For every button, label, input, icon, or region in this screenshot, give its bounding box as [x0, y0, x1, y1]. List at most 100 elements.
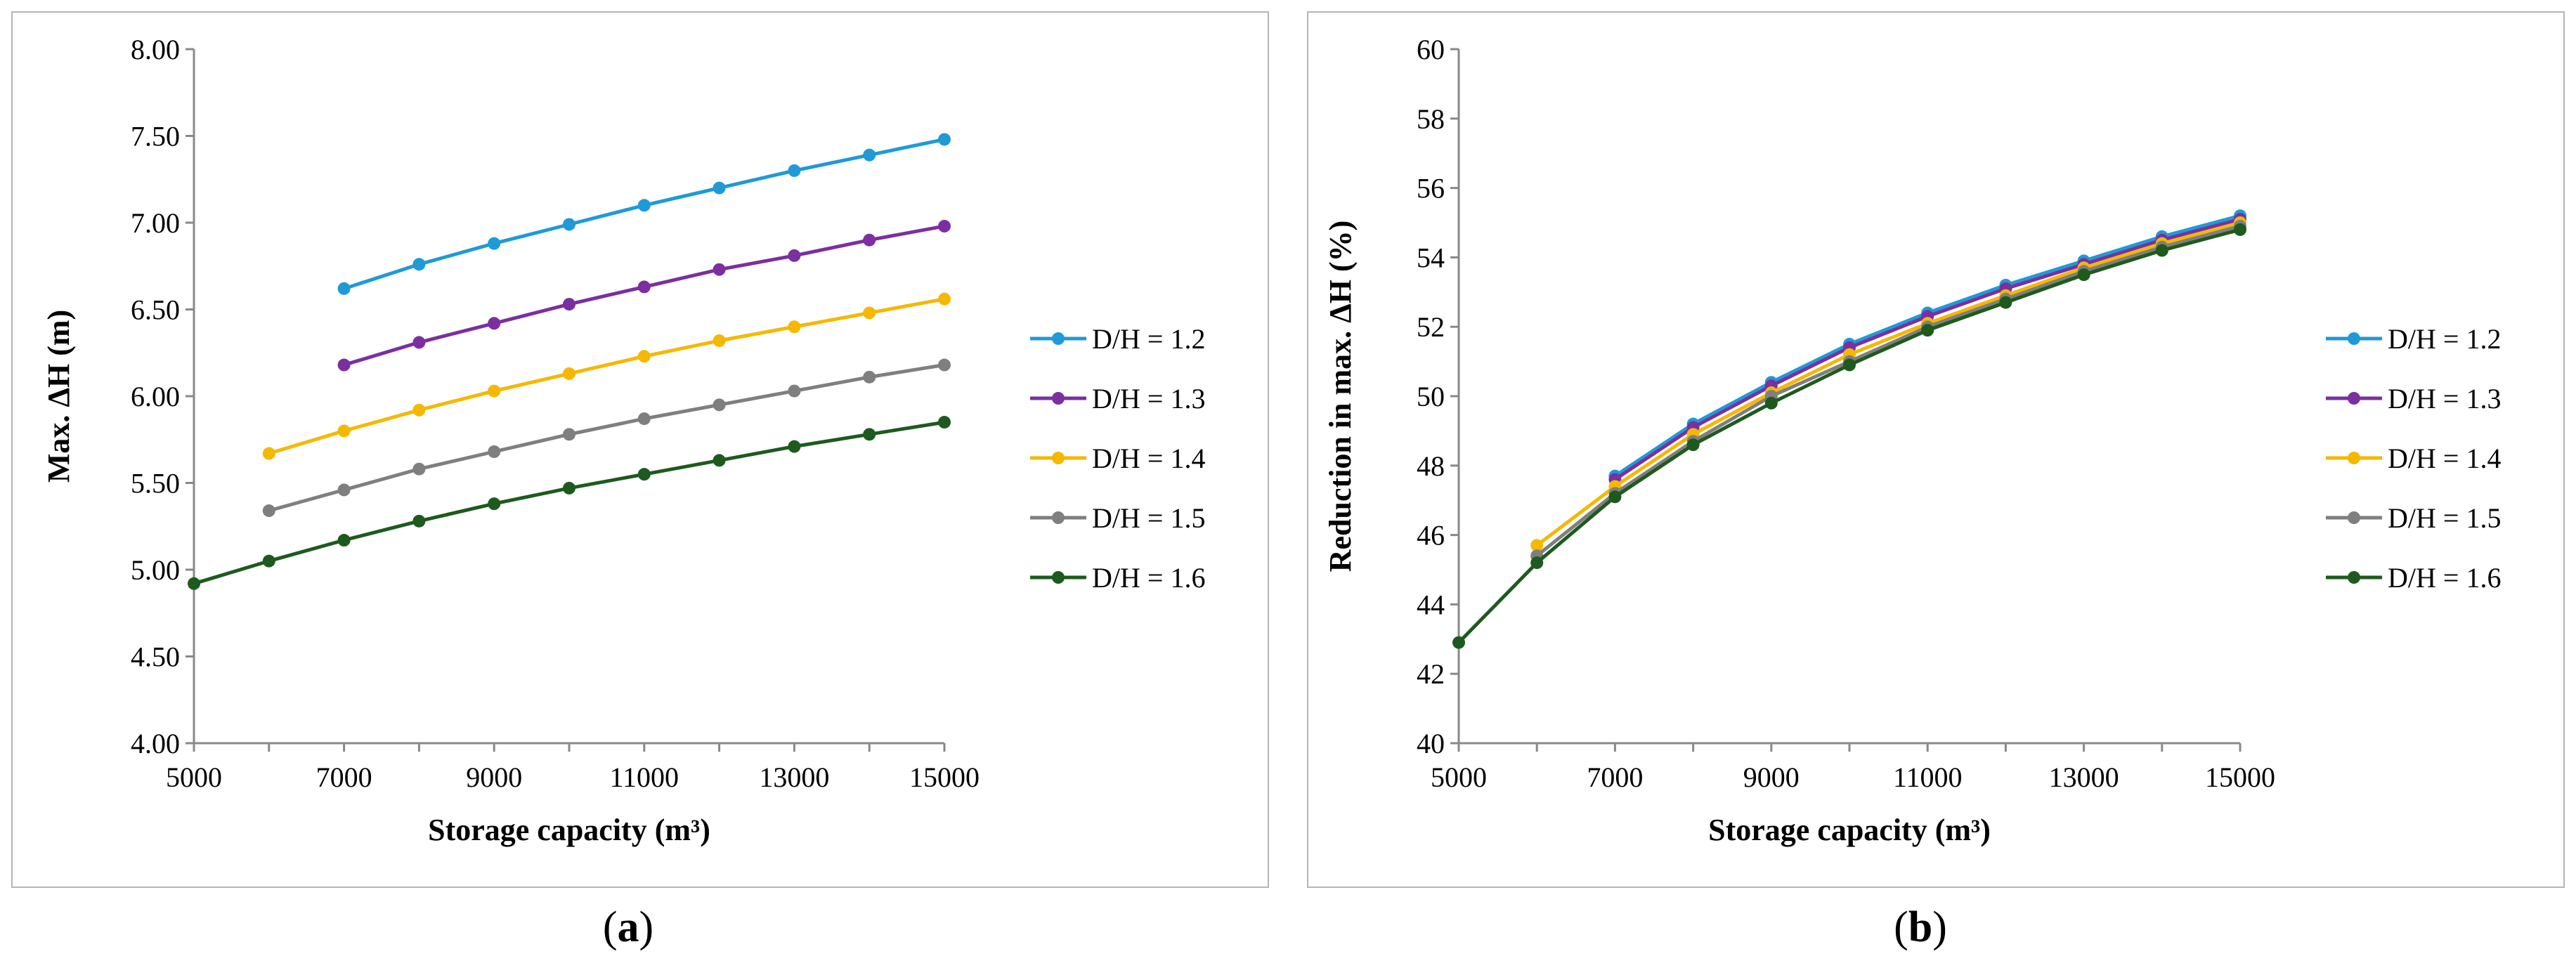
legend-marker [1052, 511, 1065, 524]
series-d-h-1-5 [262, 358, 951, 518]
series-d-h-1-6 [1452, 223, 2246, 649]
data-point [262, 447, 275, 460]
data-point [412, 403, 426, 417]
data-point [2077, 268, 2090, 282]
data-point [337, 358, 351, 372]
legend-label: D/H = 1.6 [1092, 562, 1205, 594]
data-point [262, 504, 275, 518]
data-point [488, 237, 501, 250]
legend-marker [2348, 511, 2360, 524]
data-point [788, 320, 801, 334]
legend-marker [2348, 332, 2360, 345]
data-point [337, 282, 351, 295]
y-tick-label: 56 [1417, 173, 1445, 204]
y-tick-label: 60 [1417, 34, 1445, 65]
data-point [938, 219, 951, 233]
legend-label: D/H = 1.4 [1092, 443, 1205, 474]
series-line [1535, 221, 2241, 547]
data-point [788, 249, 801, 262]
data-point [863, 306, 876, 320]
series-line [343, 224, 945, 367]
legend-marker [1052, 332, 1065, 345]
data-point [412, 462, 426, 476]
y-tick-label: 4.50 [131, 641, 180, 673]
data-point [938, 133, 951, 146]
data-point [1843, 358, 1856, 372]
y-tick-label: 44 [1417, 589, 1445, 620]
legend-label: D/H = 1.5 [2388, 502, 2501, 534]
x-tick-label: 9000 [466, 761, 522, 793]
series-d-h-1-5 [1530, 219, 2246, 563]
series-d-h-1-4 [1530, 216, 2246, 552]
series-line [268, 297, 945, 455]
series-line [343, 137, 945, 291]
y-tick-label: 4.00 [131, 728, 180, 759]
x-tick-label: 13000 [759, 761, 829, 793]
y-tick-label: 7.50 [131, 121, 180, 152]
data-point [713, 181, 726, 195]
y-tick-label: 5.00 [131, 554, 180, 586]
y-axis-title: Reduction in max. ΔH (%) [1323, 221, 1358, 572]
y-tick-label: 46 [1417, 520, 1445, 551]
data-point [637, 468, 651, 481]
x-tick-label: 7000 [316, 761, 372, 793]
data-point [563, 298, 575, 311]
data-point [1999, 296, 2012, 309]
data-point [863, 428, 876, 441]
y-tick-label: 58 [1417, 103, 1445, 135]
data-point [788, 384, 801, 398]
x-tick-label: 7000 [1587, 761, 1643, 793]
legend-marker [1052, 571, 1065, 584]
data-point [412, 258, 426, 271]
data-point [788, 164, 801, 177]
legend-marker [2348, 392, 2360, 405]
data-point [412, 514, 426, 528]
x-tick-label: 11000 [610, 761, 679, 793]
data-point [488, 317, 501, 330]
data-point [488, 445, 501, 459]
series-line [1457, 228, 2241, 644]
y-tick-label: 52 [1417, 311, 1445, 343]
series-d-h-1-6 [188, 416, 951, 590]
data-point [188, 577, 200, 590]
data-point [637, 280, 651, 294]
x-tick-label: 5000 [166, 761, 222, 793]
data-point [637, 412, 651, 426]
data-point [863, 233, 876, 247]
y-tick-label: 40 [1417, 728, 1445, 759]
data-point [1530, 539, 1544, 552]
data-point [863, 370, 876, 384]
legend-item: D/H = 1.2 [2326, 323, 2501, 355]
data-point [637, 350, 651, 363]
data-point [788, 440, 801, 453]
caption-a: (a) [602, 903, 654, 951]
series-line [1535, 224, 2241, 558]
legend-label: D/H = 1.2 [2388, 323, 2501, 355]
data-point [1686, 438, 1700, 452]
x-tick-label: 13000 [2049, 761, 2119, 793]
x-axis-title: Storage capacity (m³) [428, 813, 710, 847]
x-tick-label: 15000 [909, 761, 980, 793]
legend-label: D/H = 1.5 [1092, 502, 1205, 534]
data-point [488, 384, 501, 398]
y-tick-label: 6.50 [131, 294, 180, 326]
legend-label: D/H = 1.3 [2388, 383, 2501, 414]
data-point [637, 199, 651, 212]
data-point [1530, 556, 1544, 570]
y-tick-label: 8.00 [131, 34, 180, 65]
x-tick-label: 9000 [1743, 761, 1800, 793]
data-point [1764, 396, 1778, 410]
data-point [563, 367, 575, 380]
data-point [713, 334, 726, 347]
legend-item: D/H = 1.4 [1030, 443, 1205, 474]
y-tick-label: 50 [1417, 381, 1445, 412]
legend-item: D/H = 1.3 [1030, 383, 1205, 414]
x-tick-label: 11000 [1893, 761, 1963, 793]
data-point [2234, 223, 2246, 236]
data-point [938, 292, 951, 306]
series-line [268, 363, 945, 513]
data-point [563, 481, 575, 495]
legend-marker [1052, 392, 1065, 405]
legend-item: D/H = 1.6 [1030, 562, 1205, 594]
y-tick-label: 54 [1417, 242, 1445, 273]
